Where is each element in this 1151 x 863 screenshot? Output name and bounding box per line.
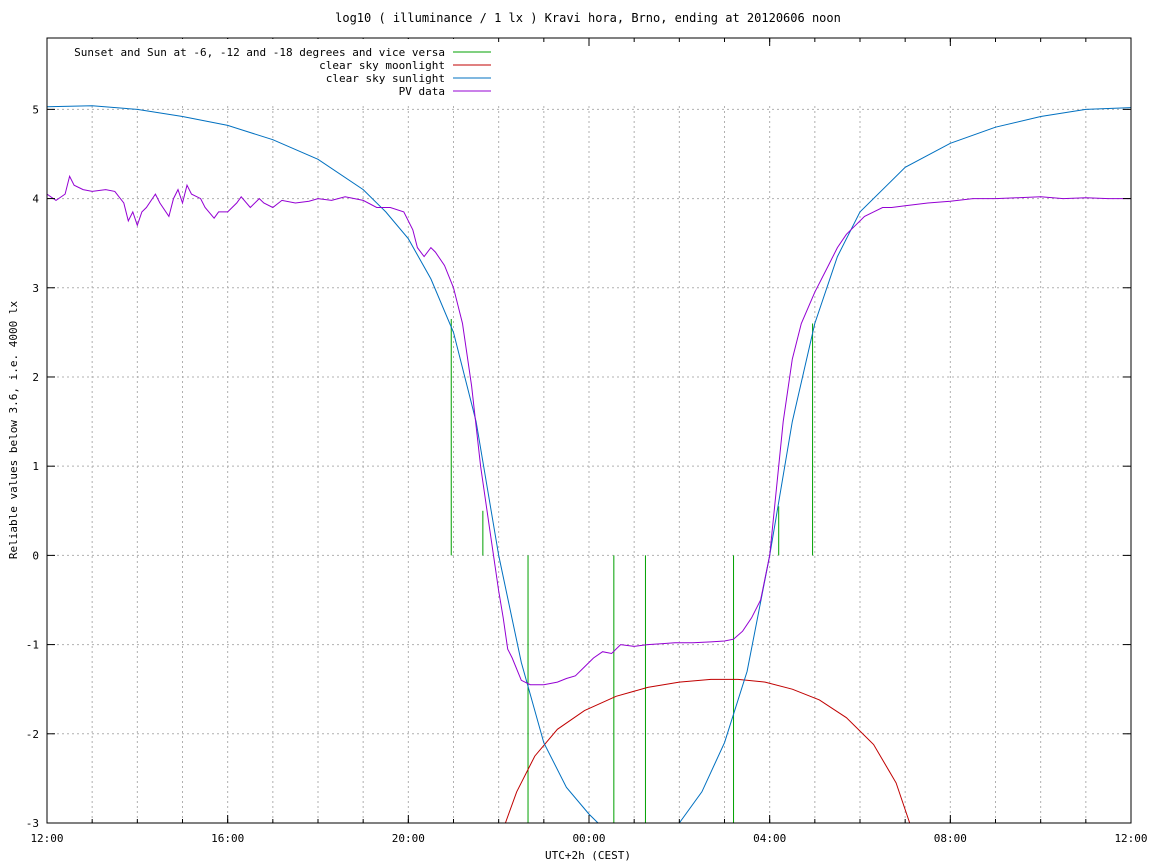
y-tick-label: 5 [32, 103, 39, 116]
x-tick-label: 12:00 [30, 832, 63, 845]
grid [47, 106, 1131, 823]
legend: Sunset and Sun at -6, -12 and -18 degree… [48, 39, 498, 105]
x-tick-label: 12:00 [1114, 832, 1147, 845]
series-line-1 [504, 678, 911, 823]
x-tick-label: 04:00 [753, 832, 786, 845]
plot-frame [46, 37, 1132, 824]
y-tick-label: -1 [26, 639, 39, 652]
legend-entry-label: clear sky sunlight [326, 72, 445, 85]
legend-entry-label: Sunset and Sun at -6, -12 and -18 degree… [74, 46, 445, 59]
y-tick-label: -3 [26, 817, 39, 830]
x-tick-label: 16:00 [211, 832, 244, 845]
series-layer [47, 105, 1131, 823]
y-ticks: 5 4 3 2 1 0 -1 -2 -3 [26, 103, 1131, 830]
x-axis-label: UTC+2h (CEST) [545, 849, 631, 862]
y-tick-label: 0 [32, 549, 39, 562]
y-tick-label: 4 [32, 193, 39, 206]
chart-title: log10 ( illuminance / 1 lx ) Kravi hora,… [335, 11, 841, 25]
x-tick-label: 20:00 [392, 832, 425, 845]
legend-background [48, 39, 498, 105]
x-tick-label: 00:00 [572, 832, 605, 845]
legend-entry-label: clear sky moonlight [319, 59, 445, 72]
y-axis-label: Reliable values below 3.6, i.e. 4000 lx [7, 300, 20, 559]
x-ticks: 12:00 16:00 20:00 00:00 04:00 08:00 12:00 [30, 38, 1148, 845]
y-tick-label: -2 [26, 728, 39, 741]
x-tick-label: 08:00 [934, 832, 967, 845]
series-line-3 [47, 174, 1131, 686]
y-tick-label: 3 [32, 282, 39, 295]
y-tick-label: 1 [32, 460, 39, 473]
series-line-2 [47, 105, 1131, 823]
legend-entry-label: PV data [399, 85, 445, 98]
y-tick-label: 2 [32, 371, 39, 384]
